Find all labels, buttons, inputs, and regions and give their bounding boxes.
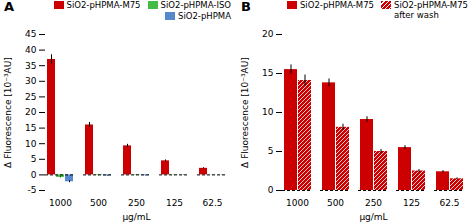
svg-text:62.5: 62.5	[439, 198, 459, 208]
svg-text:μg/mL: μg/mL	[122, 212, 150, 222]
svg-text:15: 15	[262, 68, 273, 78]
svg-text:10: 10	[25, 139, 37, 149]
html-text:SiO2-pHPMA-M75: SiO2-pHPMA-M75	[300, 0, 374, 10]
svg-text:0: 0	[268, 185, 274, 195]
svg-text:Δ Fluorescence [10⁻³AU]: Δ Fluorescence [10⁻³AU]	[240, 57, 250, 168]
svg-text:5: 5	[31, 154, 37, 164]
svg-text:35: 35	[25, 61, 36, 71]
svg-text:15: 15	[25, 123, 36, 133]
svg-text:10: 10	[262, 107, 274, 117]
svg-text:125: 125	[166, 198, 183, 208]
svg-text:20: 20	[25, 107, 37, 117]
svg-text:500: 500	[327, 198, 344, 208]
html-text:SiO2-pHPMA-ISO: SiO2-pHPMA-ISO	[160, 0, 231, 10]
svg-text:5: 5	[268, 146, 274, 156]
svg-text:25: 25	[25, 92, 36, 102]
svg-text:30: 30	[25, 76, 37, 86]
svg-text:40: 40	[25, 45, 37, 55]
html-text:SiO2-pHPMA-M75 after wash: SiO2-pHPMA-M75 after wash	[394, 0, 468, 20]
svg-text:250: 250	[365, 198, 382, 208]
svg-text:250: 250	[128, 198, 145, 208]
svg-text:125: 125	[403, 198, 420, 208]
svg-text:20: 20	[262, 29, 274, 39]
svg-text:62.5: 62.5	[202, 198, 222, 208]
svg-text:500: 500	[90, 198, 107, 208]
svg-text:45: 45	[25, 29, 36, 39]
svg-text:-5: -5	[28, 185, 37, 195]
svg-text:Δ Fluorescence [10⁻³AU]: Δ Fluorescence [10⁻³AU]	[3, 57, 13, 168]
html-text:B: B	[241, 0, 251, 14]
html-text:SiO2-pHPMA: SiO2-pHPMA	[178, 11, 231, 21]
html-text:SiO2-pHPMA-M75: SiO2-pHPMA-M75	[66, 0, 141, 10]
svg-text:1000: 1000	[49, 198, 72, 208]
svg-text:1000: 1000	[286, 198, 309, 208]
html-text:A: A	[4, 0, 15, 14]
svg-text:0: 0	[31, 170, 37, 180]
svg-text:μg/mL: μg/mL	[359, 212, 387, 222]
